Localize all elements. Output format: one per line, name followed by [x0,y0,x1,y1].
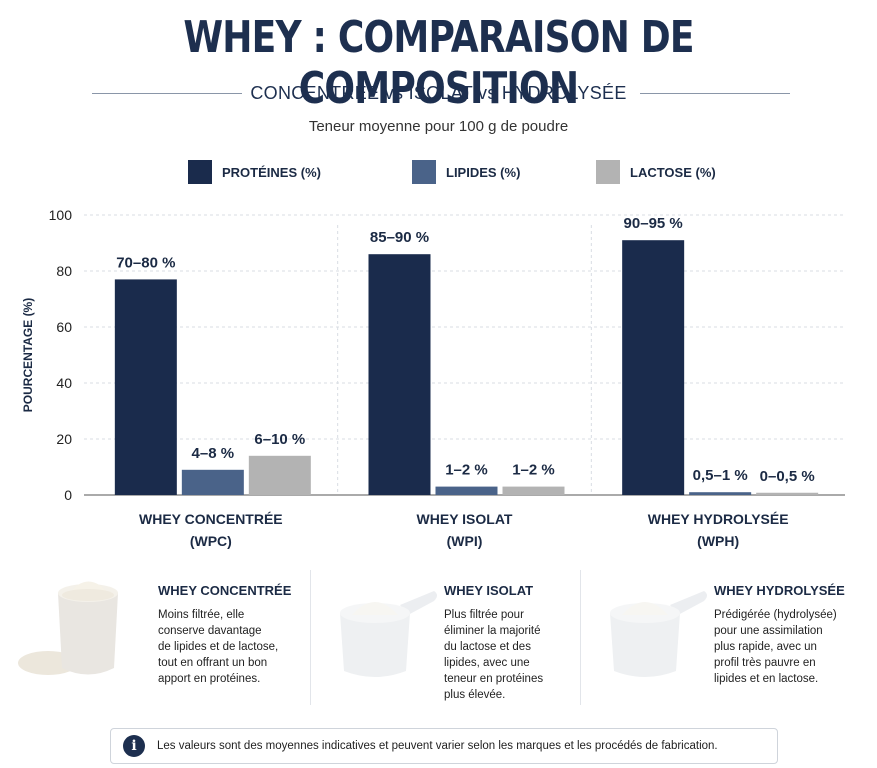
y-tick-label: 100 [49,207,73,223]
card-title: WHEY CONCENTRÉE [158,583,292,598]
y-tick-label: 20 [56,431,72,447]
legend-item-lipides: LIPIDES (%) [412,158,520,186]
card-concentree: WHEY CONCENTRÉE Moins filtrée, elle conse… [18,565,308,715]
chart-caption: Teneur moyenne pour 100 g de poudre [308,118,569,135]
bar-proteines [622,240,685,495]
card-divider-1 [310,570,311,705]
bar-lactose [756,492,819,495]
y-tick-label: 60 [56,319,72,335]
data-label: 1–2 % [445,462,488,479]
bar-lipides [689,492,752,495]
bar-lipides [435,486,498,495]
y-tick-label: 40 [56,375,72,391]
disclaimer-note: i Les valeurs sont des moyennes indicati… [110,728,778,764]
x-category-label: WHEY CONCENTRÉE [139,511,283,527]
card-divider-2 [580,570,581,705]
data-label: 0,5–1 % [693,467,748,484]
card-hydrolysee: WHEY HYDROLYSÉE Prédigérée (hydrolysée) p… [590,565,870,715]
legend-swatch-lactose [596,160,620,184]
disclaimer-text: Les valeurs sont des moyennes indicative… [157,740,718,752]
data-label: 1–2 % [512,462,555,479]
card-title: WHEY ISOLAT [444,583,534,598]
legend-item-lactose: LACTOSE (%) [596,158,716,186]
legend-label-proteines: PROTÉINES (%) [222,164,321,180]
card-text: Plus filtrée pour éliminer la majorité du … [444,609,544,701]
info-icon: i [123,735,145,757]
bar-proteines [114,279,177,495]
whey-powder-scoop-icon [610,591,707,677]
whey-powder-scoop-icon [18,581,118,675]
x-category-label: WHEY ISOLAT [417,511,513,527]
legend: PROTÉINES (%) LIPIDES (%) LACTOSE (%) [0,158,877,186]
x-category-code: (WPI) [447,533,483,549]
subtitle-rule-left [92,93,242,94]
page-title: WHEY : COMPARAISON DE COMPOSITION [183,12,694,114]
bar-chart: 0 20 40 60 80 100 POURCENTAGE (%) 70–80 % 4–8 % 6… [21,207,845,549]
legend-label-lactose: LACTOSE (%) [630,164,716,180]
subtitle: CONCENTRÉE vs ISOLAT vs HYDROLYSÉE [250,83,627,103]
y-tick-label: 80 [56,263,72,279]
bar-proteines [368,254,431,495]
legend-item-proteines: PROTÉINES (%) [188,158,321,186]
data-label: 4–8 % [192,445,235,462]
data-label: 0–0,5 % [760,468,815,485]
y-axis-label: POURCENTAGE (%) [21,298,35,412]
card-title: WHEY HYDROLYSÉE [714,583,845,598]
data-label: 90–95 % [624,215,683,232]
data-label: 85–90 % [370,229,429,246]
card-isolat: WHEY ISOLAT Plus filtrée pour éliminer la… [320,565,578,715]
card-text: Prédigérée (hydrolysée) pour une assimila… [714,609,837,685]
x-category-code: (WPC) [190,533,232,549]
data-label: 70–80 % [116,254,175,271]
subtitle-rule-right [640,93,790,94]
whey-powder-scoop-icon [340,591,437,677]
bar-lipides [181,469,244,495]
subtitle-row: CONCENTRÉE vs ISOLAT vs HYDROLYSÉE [0,82,877,106]
bar-lactose [248,455,311,495]
y-tick-label: 0 [64,487,72,503]
x-category-label: WHEY HYDROLYSÉE [648,511,789,527]
bar-lactose [502,486,565,495]
legend-swatch-lipides [412,160,436,184]
legend-swatch-proteines [188,160,212,184]
x-category-code: (WPH) [697,533,739,549]
legend-label-lipides: LIPIDES (%) [446,164,521,180]
data-label: 6–10 % [254,431,305,448]
card-text: Moins filtrée, elle conserve davantage de … [158,609,279,685]
